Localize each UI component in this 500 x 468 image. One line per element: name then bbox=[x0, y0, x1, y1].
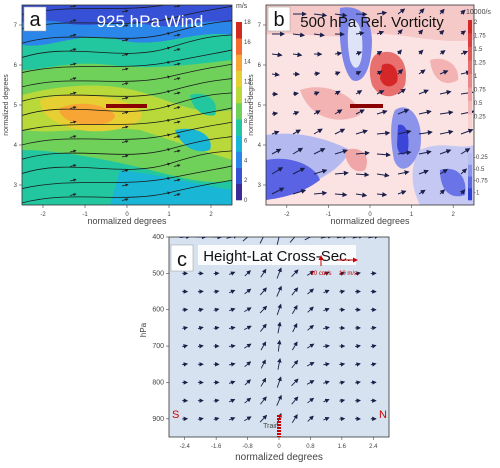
wind-colorbar-segment bbox=[236, 22, 242, 38]
panel-a-title: 925 hPa Wind bbox=[97, 12, 204, 31]
panel-c-xlabel: normalized degrees bbox=[235, 452, 323, 463]
vorticity-colorbar-tick: 1 bbox=[474, 74, 478, 80]
panel-c-ytick-label: 400 bbox=[152, 234, 164, 241]
panel-b-xtick-label: -2 bbox=[284, 212, 290, 218]
wind-colorbar-segment bbox=[236, 119, 242, 135]
wind-colorbar-segment bbox=[236, 184, 242, 200]
train-label: Train bbox=[263, 423, 279, 430]
vorticity-colorbar-tick: 1.25 bbox=[474, 61, 486, 67]
panel-c-title: Height-Lat Cross-Sec. bbox=[203, 248, 351, 265]
vorticity-colorbar: 2 1.75 1.5 1.25 1 0.75 0.5 0.25 -0.25 -0.5 -0.75 -1… bbox=[466, 9, 491, 200]
panel-c-ytick-label: 600 bbox=[152, 307, 164, 314]
panel-a-label-box: a bbox=[24, 7, 46, 31]
panel-b-xlabel: normalized degrees bbox=[330, 216, 410, 226]
panel-b-label-box: b bbox=[268, 7, 290, 31]
panel-a-xtick-label: 1 bbox=[167, 212, 171, 218]
panel-c-xtick-label: -0.8 bbox=[242, 444, 253, 450]
south-label: S bbox=[172, 409, 179, 421]
panel-a-ytick-label: 7 bbox=[14, 23, 18, 29]
panel-c-xtick-label: 0.8 bbox=[306, 444, 315, 450]
panel-a-xtick-label: -2 bbox=[40, 212, 46, 218]
vorticity-colorbar-segment bbox=[468, 88, 472, 102]
wind-colorbar-tick: 6 bbox=[244, 139, 248, 145]
panel-b-ylabel: normalized degrees bbox=[248, 74, 255, 136]
panel-c-ytick-label: 500 bbox=[152, 270, 164, 277]
vorticity-colorbar-tick: -1 bbox=[474, 190, 480, 196]
vorticity-colorbar-segment bbox=[468, 115, 472, 129]
vorticity-colorbar-segment bbox=[468, 153, 472, 165]
vorticity-colorbar-tick: 1.5 bbox=[474, 47, 483, 53]
panel-c-xtick-label: -1.6 bbox=[211, 444, 222, 450]
wind-colorbar-segment bbox=[236, 38, 242, 54]
vorticity-colorbar-tick: 1.75 bbox=[474, 34, 486, 40]
vorticity-colorbar-segment bbox=[468, 188, 472, 200]
vorticity-colorbar-segment bbox=[468, 101, 472, 115]
vorticity-colorbar-segment bbox=[468, 74, 472, 88]
vorticity-colorbar-tick: -0.25 bbox=[474, 155, 488, 161]
vorticity-colorbar-segment bbox=[468, 165, 472, 177]
panel-a-xtick-label: 2 bbox=[209, 212, 213, 218]
panel-a-ylabel: normalized degrees bbox=[3, 74, 10, 136]
vorticity-colorbar-segment bbox=[468, 20, 472, 34]
wind-colorbar-segment bbox=[236, 135, 242, 151]
horizontal-scale-label: 10 m/s bbox=[339, 271, 357, 277]
vorticity-colorbar-segment bbox=[468, 34, 472, 48]
panel-c-xtick-label: 2.4 bbox=[369, 444, 378, 450]
wind-colorbar-segment bbox=[236, 168, 242, 184]
panel-a-xlabel: normalized degrees bbox=[87, 216, 167, 226]
panel-a-ytick-label: 6 bbox=[14, 63, 18, 69]
vorticity-colorbar-tick: 2 bbox=[474, 20, 478, 26]
panel-b-ytick-label: 3 bbox=[258, 183, 262, 189]
vorticity-colorbar-tick: -0.75 bbox=[474, 179, 488, 185]
vorticity-colorbar-tick: 0.25 bbox=[474, 115, 486, 121]
panel-c-ylabel: hPa bbox=[139, 322, 148, 337]
wind-colorbar-tick: 4 bbox=[244, 158, 248, 164]
panel-c-ytick-label: 800 bbox=[152, 379, 164, 386]
panel-b-title: 500 hPa Rel. Vorticity bbox=[300, 14, 444, 31]
vorticity-colorbar-tick: 0.75 bbox=[474, 88, 486, 94]
wind-colorbar-unit: m/s bbox=[236, 3, 248, 10]
wind-colorbar-segment bbox=[236, 87, 242, 103]
wind-colorbar-tick: 14 bbox=[244, 60, 251, 66]
north-label: N bbox=[379, 409, 387, 421]
panel-c-ytick-label: 900 bbox=[152, 416, 164, 423]
panel-a-ytick-label: 5 bbox=[14, 103, 18, 109]
wind-colorbar-segment bbox=[236, 54, 242, 70]
panel-b-xtick-label: 1 bbox=[410, 212, 414, 218]
vorticity-colorbar-tick: 0.5 bbox=[474, 101, 483, 107]
panel-a-ytick-label: 4 bbox=[14, 143, 18, 149]
vorticity-colorbar-segment bbox=[468, 61, 472, 75]
wind-colorbar-segment bbox=[236, 151, 242, 167]
panel-b-xtick-label: 2 bbox=[452, 212, 456, 218]
panel-b-ytick-label: 4 bbox=[258, 143, 262, 149]
wind-colorbar-tick: 16 bbox=[244, 40, 251, 46]
vorticity-colorbar-unit: 10000/s bbox=[466, 9, 491, 16]
wind-colorbar-tick: 2 bbox=[244, 178, 248, 184]
panel-c-xtick-label: -2.4 bbox=[180, 444, 191, 450]
vorticity-colorbar-segment bbox=[468, 47, 472, 61]
panel-b-ytick-label: 7 bbox=[258, 23, 262, 29]
panel-a-ytick-label: 3 bbox=[14, 183, 18, 189]
panel-c-xtick-label: 1.6 bbox=[338, 444, 347, 450]
wind-colorbar-tick: 18 bbox=[244, 20, 251, 26]
panel-c-ytick-label: 700 bbox=[152, 343, 164, 350]
panel-c: Train S N c Height-Lat Cross-Sec. 10 cm/… bbox=[139, 229, 389, 463]
panel-a-label: a bbox=[29, 9, 41, 31]
panel-b-label: b bbox=[273, 9, 284, 31]
vertical-scale-label: 10 cm/s bbox=[310, 271, 331, 277]
panel-b-ytick-label: 5 bbox=[258, 103, 262, 109]
panel-c-xtick-label: 0 bbox=[277, 444, 281, 450]
wind-colorbar-segment bbox=[236, 103, 242, 119]
vorticity-colorbar-tick: -0.5 bbox=[474, 167, 485, 173]
panel-b-ytick-label: 6 bbox=[258, 63, 262, 69]
vorticity-colorbar-segment bbox=[468, 177, 472, 189]
wind-colorbar-tick: 0 bbox=[244, 198, 248, 204]
wind-colorbar-segment bbox=[236, 71, 242, 87]
panel-c-label-box: c bbox=[171, 245, 193, 271]
panel-c-label: c bbox=[177, 249, 187, 271]
